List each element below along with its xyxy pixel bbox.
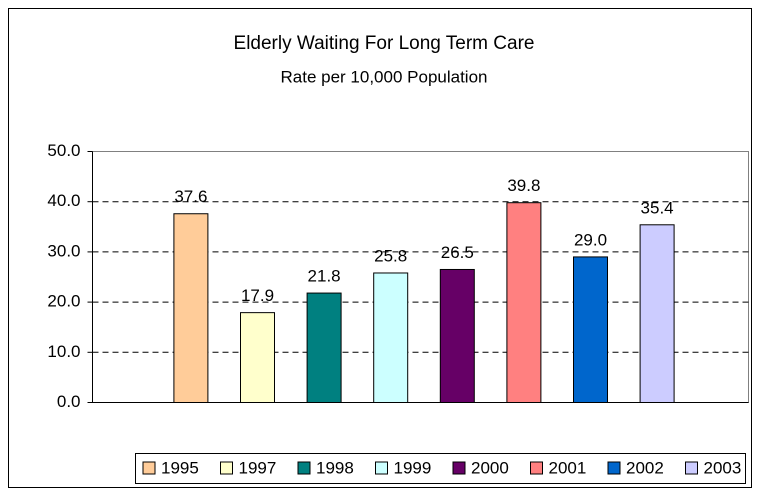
legend-swatch	[220, 461, 233, 475]
legend-swatch	[297, 461, 311, 475]
bar	[639, 224, 675, 403]
legend-swatch	[530, 461, 543, 475]
y-tick-label: 20.0	[47, 292, 80, 311]
y-tick-label: 50.0	[47, 141, 80, 160]
data-label: 37.6	[174, 187, 207, 206]
bar	[573, 256, 608, 404]
chart-title: Elderly Waiting For Long Term Care	[234, 33, 535, 54]
legend-label: 2002	[626, 458, 664, 477]
legend-swatch	[142, 461, 156, 475]
bar	[506, 202, 542, 403]
legend-box	[135, 453, 746, 484]
legend-label: 1995	[161, 458, 199, 477]
y-tick-label: 30.0	[47, 241, 80, 260]
legend-swatch	[375, 461, 388, 475]
legend-swatch	[452, 461, 466, 475]
data-label: 26.5	[441, 243, 474, 262]
data-label: 29.0	[574, 230, 607, 249]
bar	[373, 272, 409, 404]
legend-swatch	[685, 461, 698, 475]
legend-swatch	[607, 461, 621, 475]
data-label: 21.8	[308, 267, 341, 286]
chart-subtitle: Rate per 10,000 Population	[281, 67, 488, 86]
bar	[306, 292, 342, 403]
legend-label: 1998	[316, 458, 354, 477]
legend-label: 2001	[549, 458, 587, 477]
legend-label: 1997	[239, 458, 277, 477]
y-tick-label: 40.0	[47, 191, 80, 210]
data-label: 39.8	[507, 176, 540, 195]
data-label: 17.9	[241, 286, 274, 305]
bar	[240, 312, 275, 403]
legend-label: 2003	[704, 458, 742, 477]
data-label: 35.4	[641, 198, 674, 217]
legend-label: 1999	[394, 458, 432, 477]
data-label: 25.8	[374, 246, 407, 265]
legend-label: 2000	[471, 458, 509, 477]
bar	[439, 268, 475, 403]
y-tick-label: 0.0	[57, 392, 81, 411]
bar	[173, 213, 209, 403]
y-tick-label: 10.0	[47, 342, 80, 361]
